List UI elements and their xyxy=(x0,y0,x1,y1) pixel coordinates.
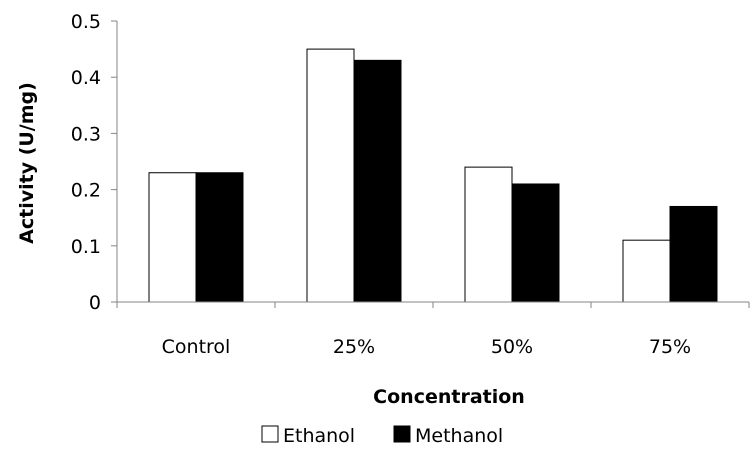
x-tick-label: 75% xyxy=(649,336,691,358)
legend-swatch-ethanol xyxy=(261,425,279,443)
y-tick-label: 0.2 xyxy=(71,180,101,202)
y-tick-label: 0.1 xyxy=(71,236,101,258)
bars-layer xyxy=(148,48,718,303)
y-tick-label: 0.5 xyxy=(71,11,101,33)
axes-layer xyxy=(111,20,750,308)
bar-ethanol-0 xyxy=(148,172,197,303)
bar-methanol-2 xyxy=(511,183,560,303)
bar-methanol-3 xyxy=(669,205,718,303)
bar-ethanol-3 xyxy=(622,239,671,303)
bar-methanol-1 xyxy=(353,59,402,303)
x-tick-label: Control xyxy=(162,336,231,358)
y-tick-label: 0.4 xyxy=(71,67,101,89)
legend-swatch-methanol xyxy=(393,425,411,443)
y-tick-label: 0 xyxy=(89,292,101,314)
bar-ethanol-2 xyxy=(464,166,513,303)
labels-layer: 0 0.1 0.2 0.3 0.4 0.5 Control 25% 50% 75% xyxy=(71,11,691,358)
y-tick-label: 0.3 xyxy=(71,123,101,145)
x-axis-title: Concentration xyxy=(373,386,525,408)
y-axis-title: Activity (U/mg) xyxy=(16,82,38,244)
legend: Ethanol Methanol xyxy=(261,425,503,447)
legend-label-ethanol: Ethanol xyxy=(283,425,355,447)
bar-ethanol-1 xyxy=(306,48,355,303)
bar-methanol-0 xyxy=(195,172,244,303)
legend-label-methanol: Methanol xyxy=(415,425,503,447)
x-tick-label: 25% xyxy=(333,336,375,358)
x-tick-label: 50% xyxy=(491,336,533,358)
